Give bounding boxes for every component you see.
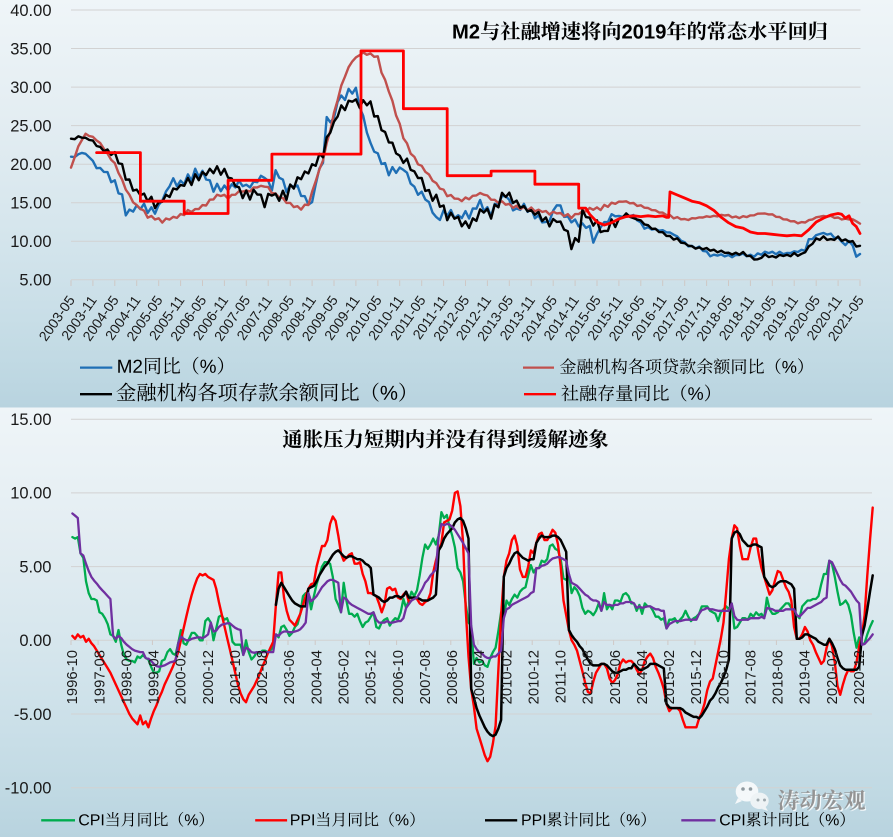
svg-text:2003-06: 2003-06 bbox=[282, 650, 298, 704]
svg-text:2015-12: 2015-12 bbox=[689, 650, 705, 704]
svg-text:2010-02: 2010-02 bbox=[499, 650, 515, 704]
svg-text:10.00: 10.00 bbox=[10, 233, 51, 251]
svg-text:2005-02: 2005-02 bbox=[337, 650, 353, 704]
svg-text:25.00: 25.00 bbox=[10, 117, 51, 135]
svg-text:2000-12: 2000-12 bbox=[201, 650, 217, 704]
svg-text:2016-10: 2016-10 bbox=[716, 650, 732, 704]
svg-text:2020-02: 2020-02 bbox=[825, 650, 841, 704]
svg-text:15.00: 15.00 bbox=[10, 195, 51, 213]
svg-text:10.00: 10.00 bbox=[10, 485, 51, 503]
svg-text:0.00: 0.00 bbox=[19, 632, 51, 650]
svg-text:2000-02: 2000-02 bbox=[174, 650, 190, 704]
svg-text:2008-06: 2008-06 bbox=[445, 650, 461, 704]
svg-text:2009-04: 2009-04 bbox=[472, 650, 488, 704]
svg-text:40.00: 40.00 bbox=[10, 2, 51, 20]
svg-text:2001-10: 2001-10 bbox=[228, 650, 244, 704]
svg-text:2011-10: 2011-10 bbox=[554, 650, 570, 703]
svg-text:2018-06: 2018-06 bbox=[771, 650, 787, 704]
svg-text:2004-04: 2004-04 bbox=[309, 650, 325, 704]
svg-text:2015-02: 2015-02 bbox=[662, 650, 678, 704]
svg-text:-5.00: -5.00 bbox=[14, 706, 52, 724]
svg-text:15.00: 15.00 bbox=[10, 411, 51, 429]
svg-text:5.00: 5.00 bbox=[19, 272, 51, 290]
svg-text:2010-12: 2010-12 bbox=[526, 650, 542, 704]
svg-text:1999-04: 1999-04 bbox=[147, 650, 163, 704]
svg-text:2002-08: 2002-08 bbox=[255, 650, 271, 704]
svg-text:2005-12: 2005-12 bbox=[364, 650, 380, 704]
svg-text:2012-08: 2012-08 bbox=[581, 650, 597, 704]
svg-text:2013-06: 2013-06 bbox=[608, 650, 624, 704]
svg-text:2020-12: 2020-12 bbox=[852, 650, 868, 704]
svg-text:2014-04: 2014-04 bbox=[635, 650, 651, 704]
svg-text:35.00: 35.00 bbox=[10, 40, 51, 58]
svg-text:5.00: 5.00 bbox=[19, 558, 51, 576]
svg-text:2007-08: 2007-08 bbox=[418, 650, 434, 704]
svg-text:2017-08: 2017-08 bbox=[743, 650, 759, 704]
svg-text:-10.00: -10.00 bbox=[5, 780, 52, 798]
svg-text:2006-10: 2006-10 bbox=[391, 650, 407, 704]
svg-text:1997-08: 1997-08 bbox=[92, 650, 108, 704]
svg-text:1998-06: 1998-06 bbox=[120, 650, 136, 704]
svg-text:1996-10: 1996-10 bbox=[65, 650, 81, 704]
svg-text:20.00: 20.00 bbox=[10, 156, 51, 174]
svg-text:30.00: 30.00 bbox=[10, 79, 51, 97]
svg-text:2019-04: 2019-04 bbox=[798, 650, 814, 704]
